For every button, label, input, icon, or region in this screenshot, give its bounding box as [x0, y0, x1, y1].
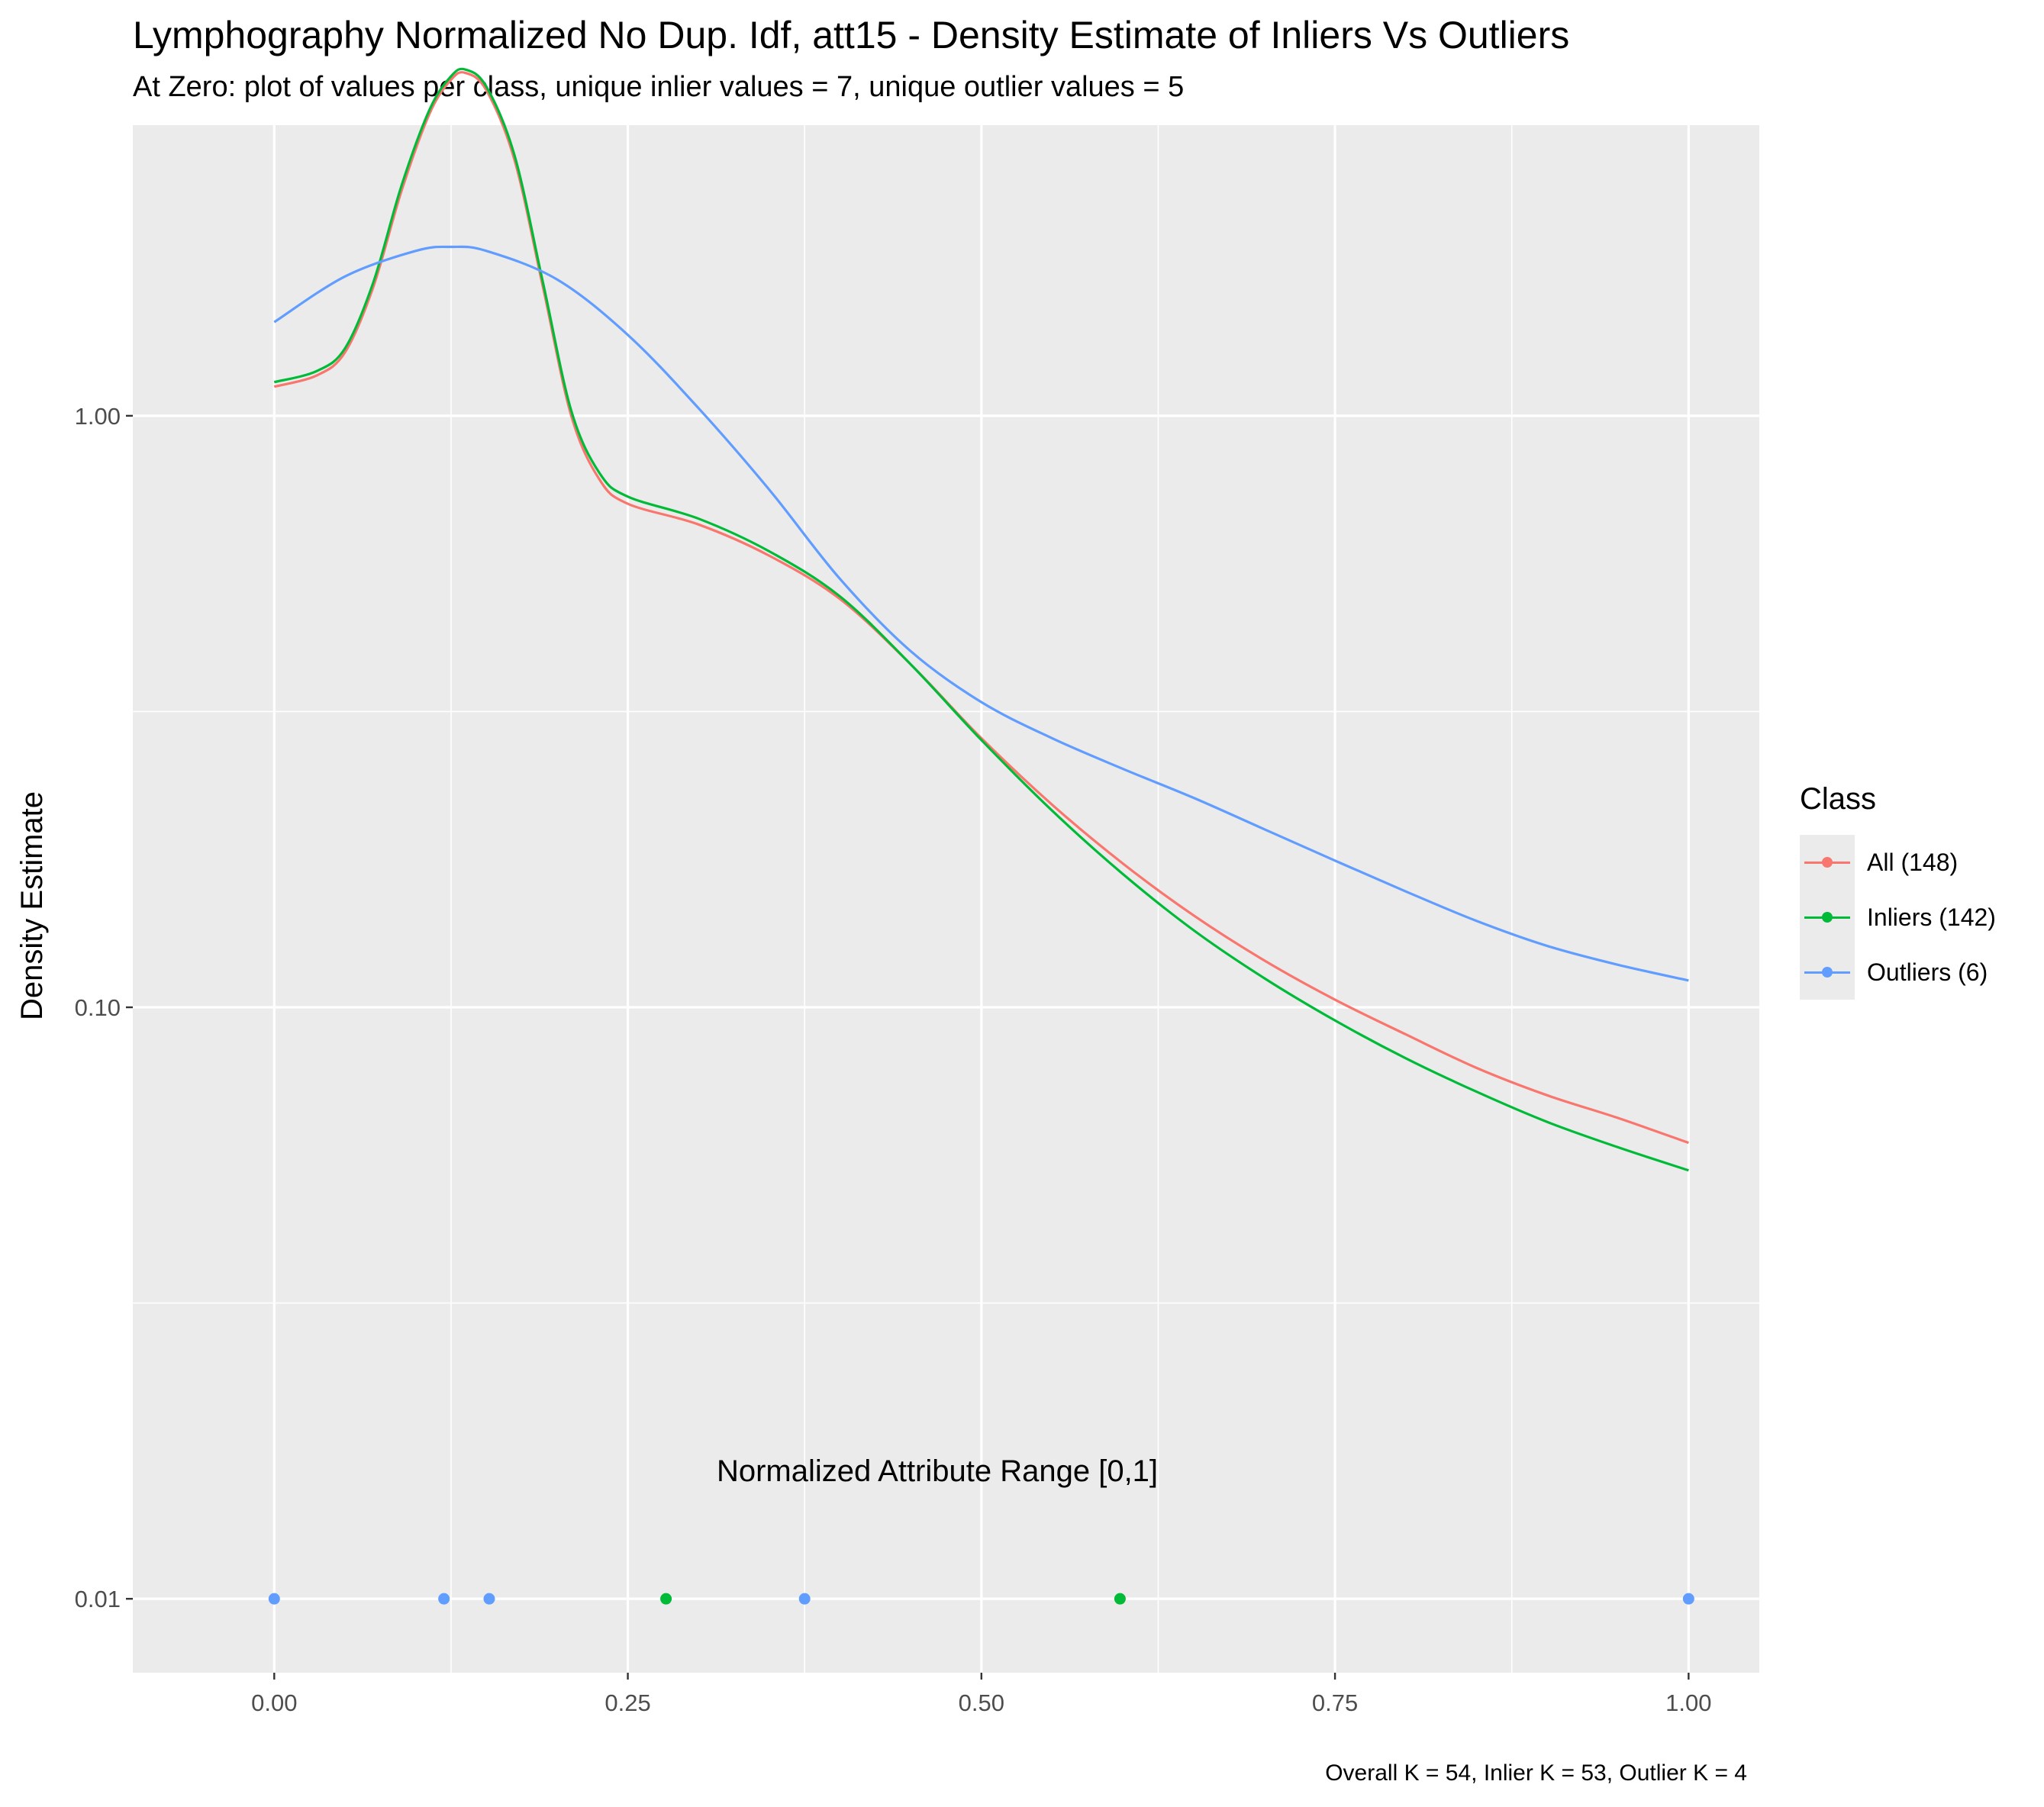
point-outliers [268, 1593, 280, 1605]
legend-key [1800, 945, 1855, 1000]
y-tick-label: 1.00 [75, 403, 121, 430]
legend-title: Class [1800, 782, 1877, 816]
x-tick-label: 0.50 [959, 1689, 1004, 1716]
legend-point [1822, 967, 1833, 978]
x-tick-label: 0.75 [1312, 1689, 1358, 1716]
y-axis: 0.01 0.10 1.00 [75, 403, 133, 1612]
x-tick-label: 0.25 [604, 1689, 650, 1716]
x-tick-label: 0.00 [251, 1689, 297, 1716]
legend: Class All (148) Inliers (142) Outliers (6) [1800, 780, 1996, 1000]
value-points [268, 1593, 1694, 1605]
density-line-inliers [273, 67, 1689, 1172]
legend-key [1800, 835, 1855, 890]
x-axis-title: Normalized Attribute Range [0,1] [716, 1454, 1159, 1488]
chart-caption: Overall K = 54, Inlier K = 53, Outlier K… [1325, 1760, 1747, 1786]
x-tick-label: 1.00 [1665, 1689, 1711, 1716]
legend-item: Inliers (142) [1800, 890, 1996, 945]
legend-item: All (148) [1800, 835, 1996, 890]
point-outliers [438, 1593, 450, 1605]
minor-gridlines [133, 125, 1759, 1673]
point-inliers [1114, 1593, 1126, 1605]
legend-key [1800, 890, 1855, 945]
legend-point [1822, 912, 1833, 923]
y-tick-label: 0.10 [75, 994, 121, 1021]
legend-item: Outliers (6) [1800, 945, 1996, 1000]
point-inliers [660, 1593, 672, 1605]
legend-label: Inliers (142) [1867, 903, 1996, 931]
legend-label: Outliers (6) [1867, 958, 1988, 986]
major-gridlines [133, 125, 1759, 1673]
legend-label: All (148) [1867, 848, 1959, 876]
density-lines [273, 67, 1689, 1172]
point-outliers [483, 1593, 495, 1605]
y-axis-title: Density Estimate [15, 791, 49, 1021]
legend-items: All (148) Inliers (142) Outliers (6) [1800, 835, 1996, 1000]
y-tick-label: 0.01 [75, 1586, 121, 1612]
x-axis: 0.00 0.25 0.50 0.75 1.00 [251, 1673, 1712, 1716]
point-outliers [1682, 1593, 1694, 1605]
chart-subtitle: At Zero: plot of values per class, uniqu… [133, 71, 1185, 103]
plot-panel [133, 125, 1759, 1673]
chart-title: Lymphography Normalized No Dup. Idf, att… [133, 14, 1570, 56]
density-line-outliers [273, 245, 1689, 982]
point-outliers [798, 1593, 811, 1605]
density-line-all [273, 71, 1689, 1145]
legend-point [1822, 857, 1833, 868]
